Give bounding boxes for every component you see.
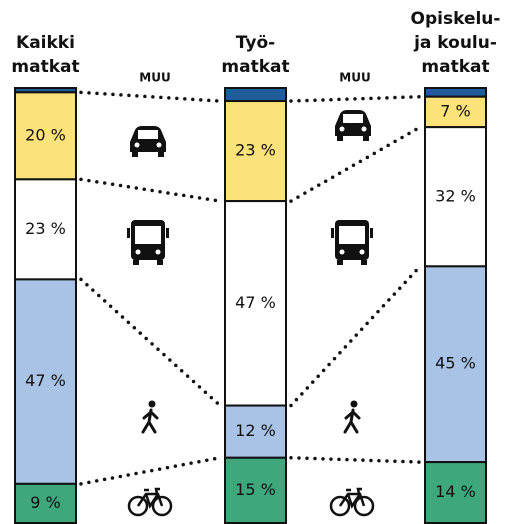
connector [289,264,422,408]
walk-icon [343,399,361,434]
bike-icon [127,487,173,517]
bus-icon [127,220,169,265]
value-label: 32 % [435,186,476,205]
value-label: 23 % [235,141,276,160]
muu-label: MUU [339,71,370,85]
muu-label: MUU [139,71,170,85]
category-label: ja koulu- [413,33,497,53]
bar-segment [14,482,77,524]
value-label: 47 % [235,293,276,312]
bar-segment [424,265,487,464]
bus-icon [331,220,373,265]
connector [79,90,222,103]
category-label: Kaikki [16,33,75,53]
category-label: matkat [421,57,489,77]
value-label: 7 % [440,101,470,120]
connector [79,277,222,408]
category-label: matkat [221,57,289,77]
value-label: 47 % [25,371,66,390]
bar-segment [224,404,287,459]
car-icon [130,126,166,157]
value-label: 9 % [30,493,60,512]
value-label: 20 % [25,125,66,144]
bar-segment [224,87,287,103]
connector [289,94,422,103]
walk-icon [141,399,159,434]
value-label: 14 % [435,482,476,501]
category-label: matkat [11,57,79,77]
bar-segment [424,461,487,524]
bar-segment [424,87,487,98]
connector [289,125,422,203]
category-label: Opiskelu- [411,9,501,29]
category-label: Työ- [236,33,275,53]
car-icon [335,110,371,141]
bar-segment [14,278,77,485]
value-label: 15 % [235,480,276,499]
connector [79,177,222,203]
connector [79,456,222,486]
value-label: 45 % [435,354,476,373]
bar-segment [224,456,287,524]
bar-segment [424,95,487,129]
value-label: 12 % [235,421,276,440]
value-label: 23 % [25,219,66,238]
bar-segment [224,200,287,407]
bike-icon [329,487,375,517]
bar-segment [14,91,77,181]
connector [289,456,422,464]
